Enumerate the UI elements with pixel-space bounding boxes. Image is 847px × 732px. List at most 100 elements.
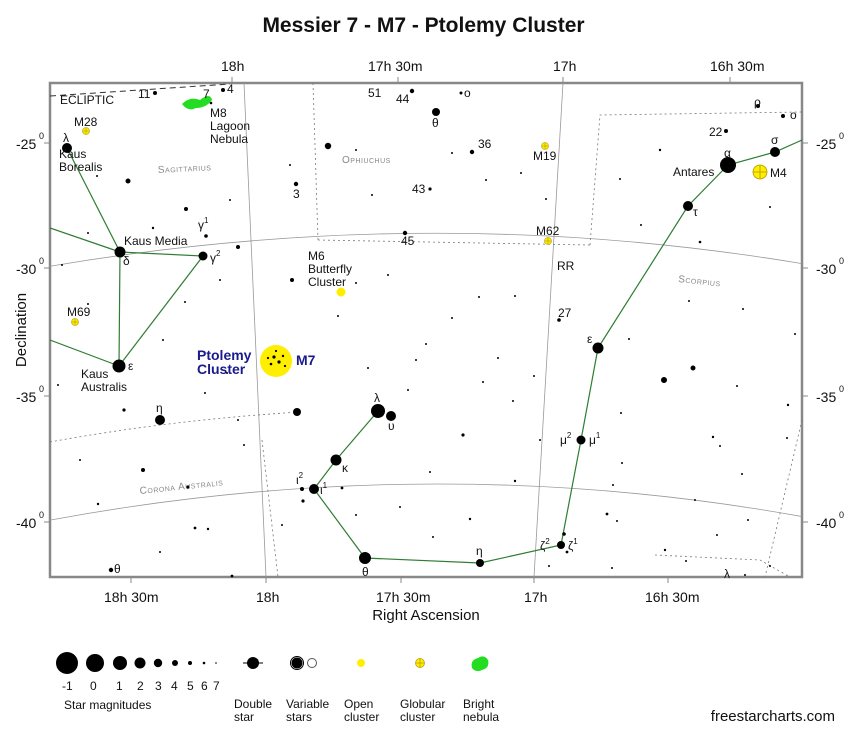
m7-label: M7 (296, 352, 316, 368)
legend-mag-2: 2 (137, 679, 144, 693)
theta-cra-label: θ (114, 562, 121, 576)
constellation-sagittarius: Sagittarius (158, 162, 212, 176)
zeta1-label: ζ1 (568, 537, 578, 553)
ra-axis-title: Right Ascension (372, 607, 480, 624)
theta-sco-label: θ (362, 565, 369, 579)
kaus-borealis-label-2: Borealis (59, 160, 102, 174)
zeta2-label: ζ2 (540, 537, 550, 553)
dec-tick-left-30: -30 (16, 261, 36, 277)
dec-tick-left-25: -25 (16, 136, 36, 152)
star-tau-sco (683, 201, 693, 211)
star-eta-sco (476, 559, 484, 567)
ra-gridline-18h (243, 83, 267, 577)
dec-tick-sup: 0 (839, 384, 844, 394)
open-cluster-icon (357, 659, 365, 667)
label-44: 44 (396, 92, 410, 106)
legend-open-2: cluster (344, 710, 379, 724)
deep-sky-objects (71, 96, 768, 377)
lambda-ara-label: λ (724, 567, 730, 581)
ra-gridline-17h (533, 83, 564, 577)
m8-label: M8 (210, 106, 227, 120)
kaus-australis-label-2: Australis (81, 380, 127, 394)
legend-mag-4: 4 (171, 679, 178, 693)
kaus-borealis-label-1: Kaus (59, 147, 86, 161)
variable-star-icon (291, 657, 303, 669)
label-45: 45 (401, 234, 415, 248)
kaus-australis-label-1: Kaus (81, 367, 108, 381)
label-22: 22 (709, 125, 723, 139)
bright-stars (62, 143, 780, 567)
dec-tick-left-40: -40 (16, 515, 36, 531)
star-gamma2-sgr (198, 251, 208, 261)
dec-gridline-30 (50, 232, 802, 267)
star-antares (720, 157, 736, 173)
tau-sco-label: τ (693, 205, 698, 219)
dec-tick-sup: 0 (39, 510, 44, 520)
butterfly-label-1: Butterfly (308, 262, 352, 276)
kaus-media-label: Kaus Media (124, 234, 188, 248)
dec-tick-right-30: -30 (816, 261, 836, 277)
legend-globular-2: cluster (400, 710, 435, 724)
upsilon-sco-label: υ (388, 419, 395, 433)
m6-open-cluster-icon (336, 287, 346, 297)
legend-variable-1: Variable (286, 697, 329, 711)
legend-variable-2: stars (286, 710, 312, 724)
dec-tick-left-35: -35 (16, 389, 36, 405)
constellation-ophiuchus: Ophiuchus (342, 155, 391, 166)
credit-link[interactable]: freestarcharts.com (710, 708, 835, 725)
gamma1-label: γ1 (198, 216, 209, 232)
legend-star-magnitudes: Star magnitudes (64, 698, 151, 712)
faint-stars (57, 88, 796, 578)
omicron-oph-label: o (464, 86, 471, 100)
tick-marks (44, 77, 808, 583)
top-tick-17h: 17h (553, 58, 576, 74)
iota2-label: ι2 (296, 471, 304, 487)
top-tick-18h: 18h (221, 58, 244, 74)
m19-label: M19 (533, 149, 557, 163)
star-epsilon-sco (592, 342, 604, 354)
epsilon-sgr-label: ε (128, 359, 134, 373)
dec-tick-right-40: -40 (816, 515, 836, 531)
lambda-sgr-label: λ (63, 131, 69, 145)
bottom-tick-17h30m: 17h 30m (376, 589, 430, 605)
m69-label: M69 (67, 305, 91, 319)
ecliptic-label: ECLIPTIC (60, 93, 114, 107)
label-7: 7 (203, 87, 210, 101)
dec-tick-sup: 0 (39, 256, 44, 266)
bottom-tick-16h30m: 16h 30m (645, 589, 699, 605)
sigma-sco-label: σ (771, 133, 779, 147)
lagoon-label-2: Nebula (210, 132, 248, 146)
m7-open-cluster-icon (260, 345, 292, 377)
dec-tick-sup: 0 (839, 510, 844, 520)
dec-tick-sup: 0 (39, 384, 44, 394)
dec-axis-title: Declination (13, 293, 30, 367)
legend-mag-1: 1 (116, 679, 123, 693)
constellation-scorpius: Scorpius (678, 274, 721, 289)
legend-open-1: Open (344, 697, 373, 711)
epsilon-sco-label: ε (587, 332, 593, 346)
m6-label: M6 (308, 249, 325, 263)
m28-label: M28 (74, 115, 98, 129)
star-mu-sco (576, 435, 586, 445)
bottom-tick-18h: 18h (256, 589, 279, 605)
legend-globular-1: Globular (400, 697, 445, 711)
omicron-sco-label: o (790, 108, 797, 122)
legend-mag-3: 3 (155, 679, 162, 693)
dec-tick-sup: 0 (839, 131, 844, 141)
rr-label: RR (557, 259, 575, 273)
ptolemy-label-1: Ptolemy (197, 347, 252, 363)
antares-label: Antares (673, 165, 714, 179)
star-sigma-sco (770, 147, 780, 157)
lagoon-label-1: Lagoon (210, 119, 250, 133)
m4-label: M4 (770, 166, 787, 180)
dec-tick-sup: 0 (39, 131, 44, 141)
legend-magnitude-dots (56, 652, 217, 674)
legend-double-2: star (234, 710, 254, 724)
legend-mag-6: 6 (201, 679, 208, 693)
bright-nebula-icon (471, 656, 489, 672)
star-lambda-sco (371, 404, 385, 418)
star-kaus-media (114, 246, 126, 258)
gamma2-label: γ2 (210, 249, 221, 265)
label-4: 4 (227, 82, 234, 96)
